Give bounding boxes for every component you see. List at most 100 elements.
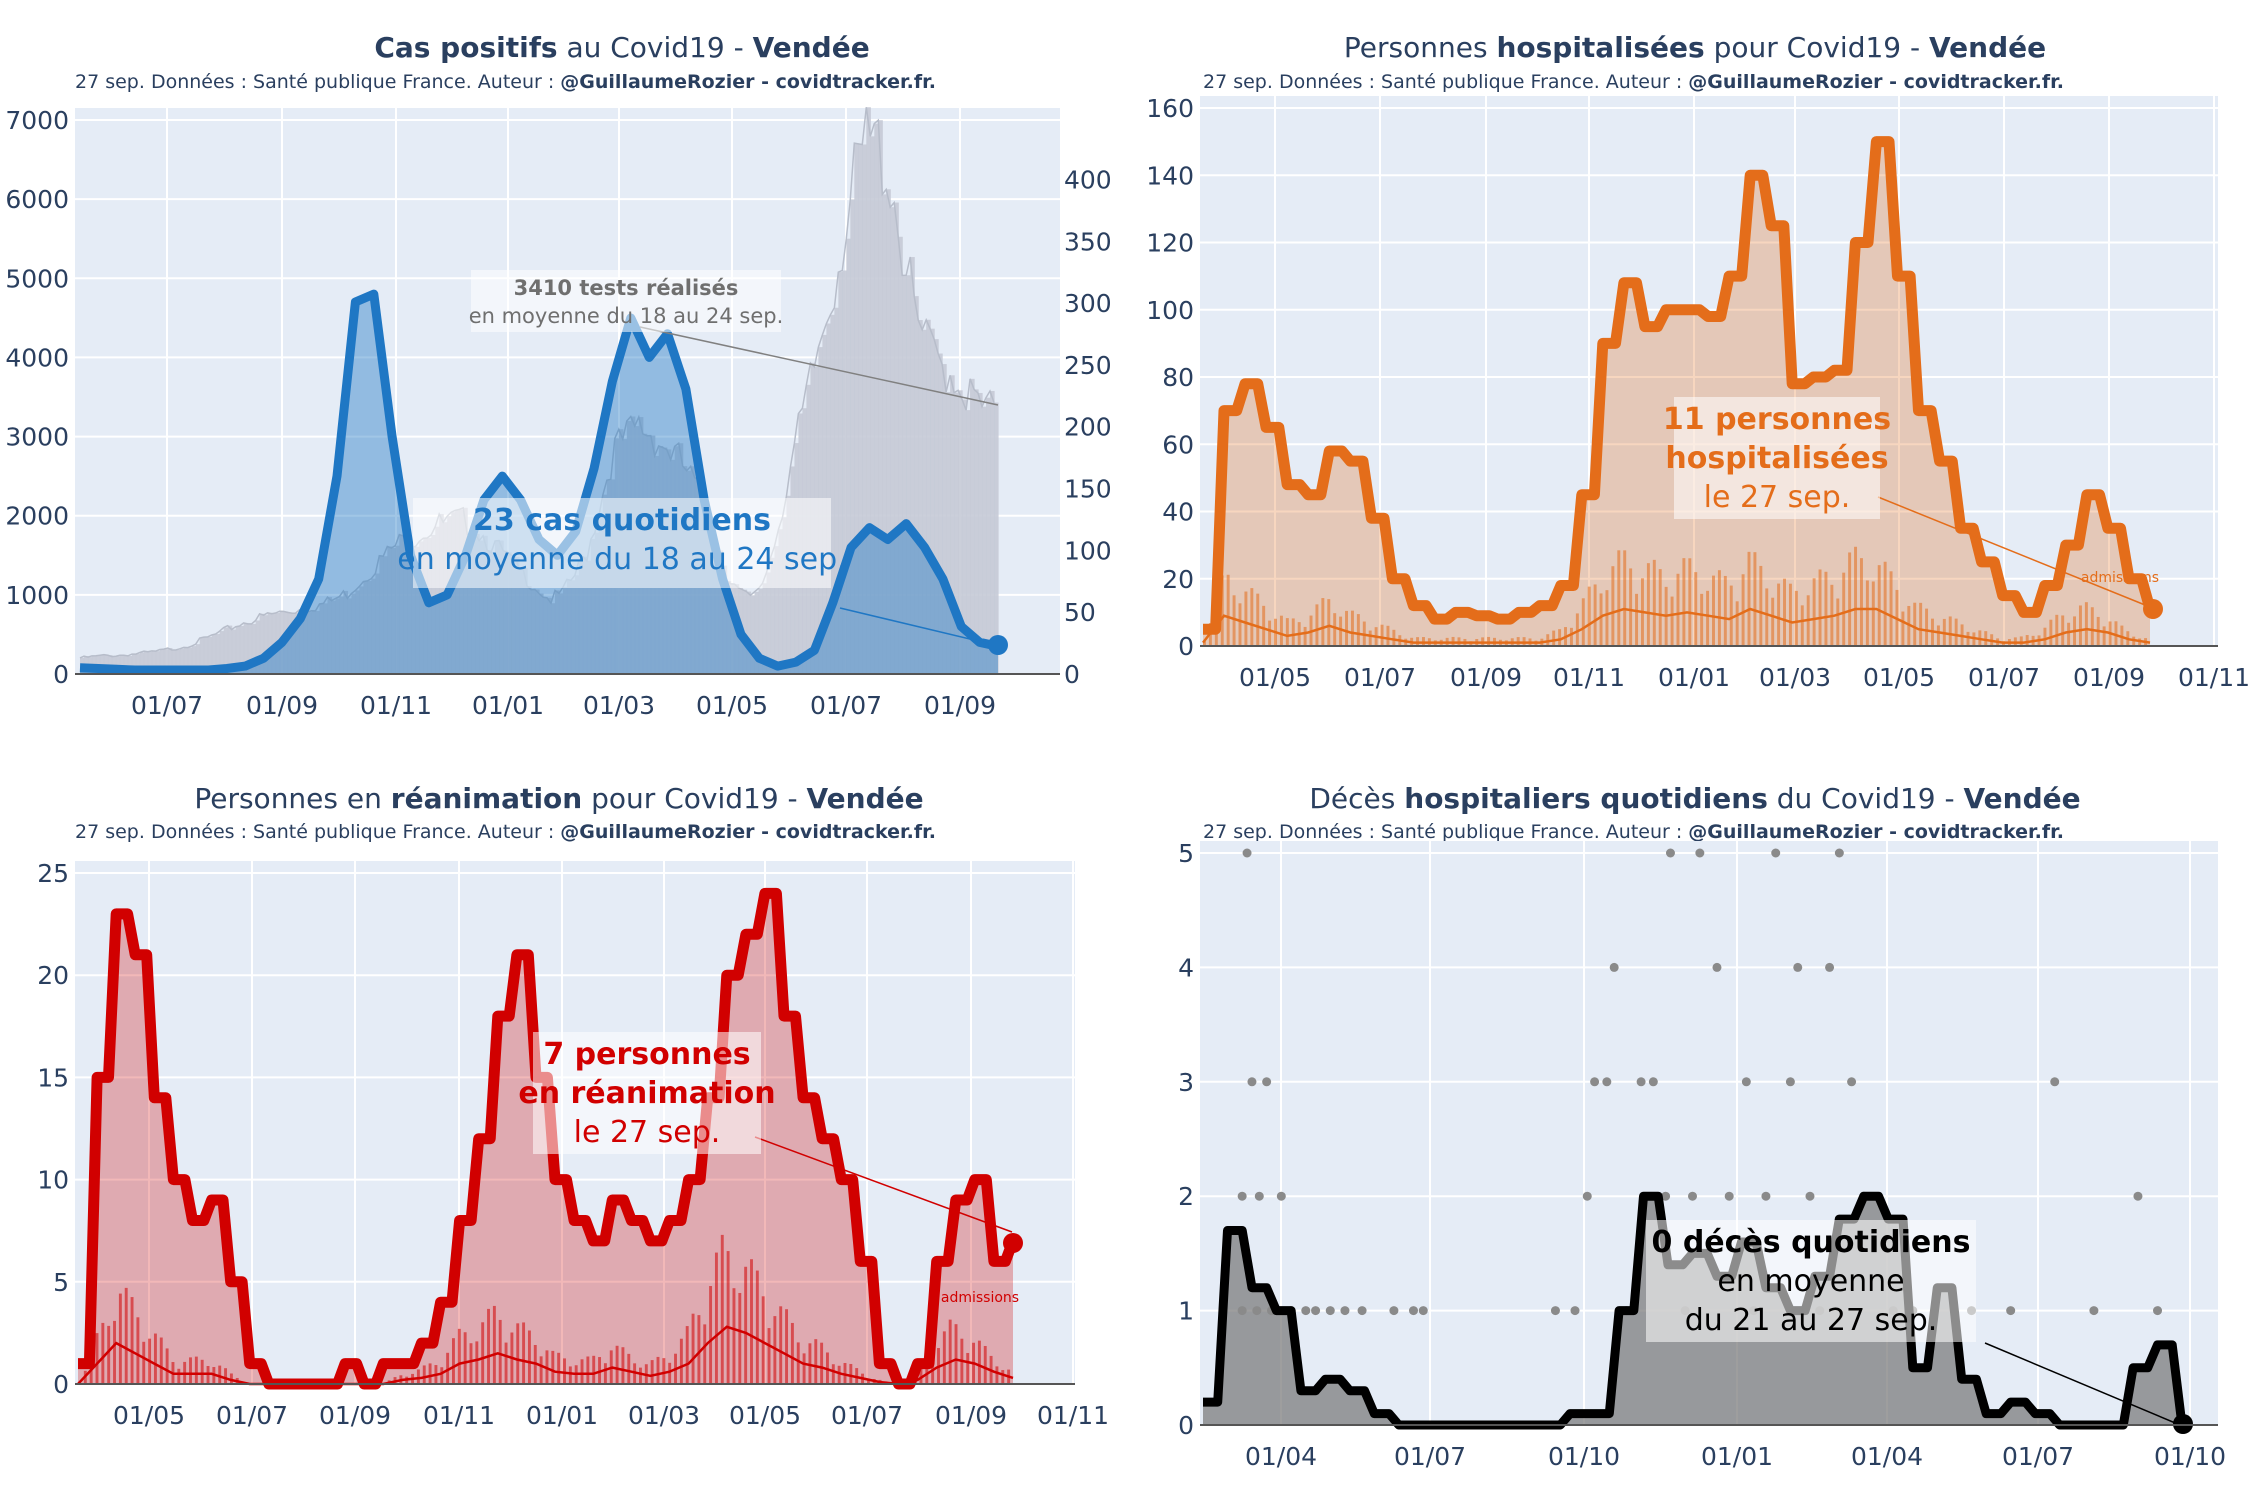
title-part: pour Covid19 - [1705, 31, 1929, 64]
admission-bar [1676, 573, 1680, 646]
admission-bar [428, 1363, 432, 1384]
tests-bar [507, 552, 512, 674]
admission-bar [954, 1324, 958, 1384]
tests-bar [299, 609, 305, 674]
tests-bar [746, 591, 752, 674]
x-tick-label: 01/04 [1851, 1442, 1923, 1471]
chart-title: Personnes hospitalisées pour Covid19 - V… [1344, 31, 2046, 64]
source-author: @GuillaumeRozier - covidtracker.fr. [560, 821, 936, 843]
admission-bar [603, 1363, 607, 1384]
admission-bar [124, 1287, 128, 1384]
admission-bar [790, 1322, 794, 1384]
admission-bar [1339, 616, 1343, 646]
y-tick-label: 2 [1178, 1182, 1194, 1211]
death-point [1793, 962, 1803, 972]
admission-bar [1889, 571, 1893, 646]
admission-bar [452, 1338, 455, 1384]
tests-bar [399, 534, 404, 674]
admission-bar [218, 1365, 222, 1384]
tests-bar [539, 593, 544, 674]
death-point [2006, 1306, 2016, 1316]
tests-bar [934, 339, 939, 674]
admission-bar [475, 1341, 479, 1384]
tests-bar [774, 546, 780, 674]
hosp-label-text: le 27 sep. [1704, 480, 1851, 515]
tests-bar [451, 512, 456, 674]
death-point [1661, 1191, 1671, 1201]
death-point [1276, 1191, 1286, 1201]
admission-bar [568, 1366, 572, 1384]
admission-bar [773, 1316, 777, 1384]
tests-bar [255, 620, 261, 674]
death-point [1590, 1077, 1600, 1087]
admission-bar [1735, 601, 1739, 646]
admission-bar [709, 1286, 713, 1384]
admission-bar [1203, 641, 1206, 646]
admission-bar [1268, 620, 1272, 646]
tests-bar [171, 650, 177, 674]
admission-bar [1842, 572, 1846, 646]
tests-bar [403, 536, 408, 674]
cases-area [80, 294, 998, 674]
admission-bar [1954, 618, 1958, 646]
tests-bar [423, 538, 428, 674]
y-tick-label: 80 [1162, 363, 1194, 392]
admission-bar [107, 1325, 111, 1384]
x-tick-label: 01/07 [1394, 1442, 1466, 1471]
chart-title: Cas positifs au Covid19 - Vendée [374, 31, 869, 64]
death-point [1825, 962, 1835, 972]
admission-bar [416, 1369, 420, 1384]
tests-bar [395, 545, 400, 674]
admission-bar [95, 1333, 99, 1384]
tests-bar [195, 644, 201, 674]
admission-bar [2114, 621, 2118, 646]
admission-bar [1386, 625, 1390, 646]
deaths-label-text: 0 décès quotidiens [1652, 1225, 1971, 1260]
x-tick-label: 01/07 [1968, 663, 2040, 692]
admission-bar [1392, 629, 1396, 646]
y-tick-label: 4 [1178, 953, 1194, 982]
y-tick-label: 4000 [5, 343, 69, 372]
tests-bar [582, 556, 588, 674]
tests-bar [762, 583, 768, 674]
x-tick-label: 01/01 [472, 691, 544, 720]
admission-bar [1303, 626, 1307, 646]
title-part: Vendée [807, 782, 924, 815]
tests-bar [387, 546, 392, 674]
cases-label-text: 23 cas quotidiens [473, 503, 771, 538]
tests-bar [710, 535, 716, 674]
admission-bar [639, 1367, 642, 1384]
death-point [1357, 1306, 1367, 1316]
y-tick-label: 1 [1178, 1297, 1194, 1326]
tests-bar [994, 402, 999, 674]
tests-bar [866, 107, 871, 674]
tests-bar [235, 626, 241, 674]
death-point [1609, 962, 1619, 972]
chart-source: 27 sep. Données : Santé publique France.… [75, 821, 936, 843]
admission-bar [866, 1378, 870, 1384]
tests-bar [978, 392, 983, 674]
title-part: réanimation [391, 782, 582, 815]
admission-bar [755, 1270, 759, 1384]
tests-bar [702, 503, 708, 674]
tests-bar [479, 540, 484, 674]
tests-bar [267, 612, 273, 674]
death-point [1418, 1306, 1428, 1316]
admission-bar [714, 1252, 718, 1384]
admission-bar [679, 1338, 683, 1384]
deaths-label-text: du 21 au 27 sep. [1685, 1303, 1938, 1338]
admission-bar [1824, 571, 1828, 646]
deaths-label-text: en moyenne [1717, 1264, 1904, 1299]
admission-bar [1706, 590, 1710, 646]
y-tick-label: 0 [1178, 632, 1194, 661]
death-point [1665, 848, 1675, 858]
admission-bar [2132, 636, 2136, 646]
admission-bar [586, 1356, 590, 1384]
death-point [1688, 1191, 1697, 1201]
tests-bar [483, 535, 488, 674]
admission-bar [422, 1365, 426, 1384]
tests-bar [870, 136, 875, 675]
admission-bar [224, 1368, 228, 1384]
admission-bar [1368, 630, 1372, 646]
source-prefix: 27 sep. Données : Santé publique France.… [75, 71, 560, 93]
